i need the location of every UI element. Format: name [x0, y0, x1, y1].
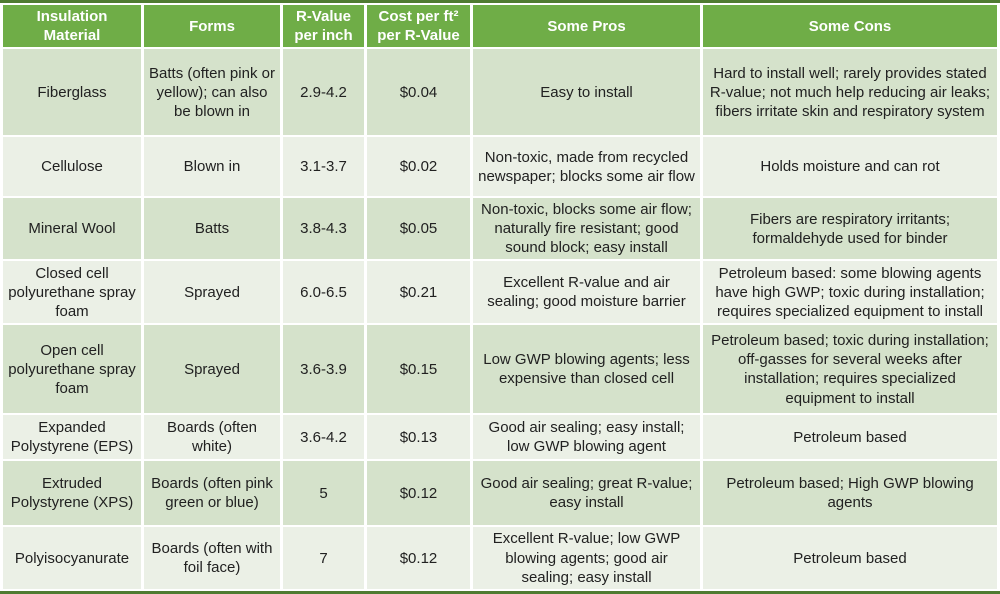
cell-cons: Fibers are respiratory irritants; formal… [703, 198, 997, 260]
cell-r-value-per-inch: 3.1-3.7 [283, 137, 364, 197]
cell-insulation-material: Cellulose [3, 137, 141, 197]
cell-forms: Boards (often pink green or blue) [144, 461, 280, 526]
table-row: Mineral Wool Batts 3.8-4.3 $0.05 Non-tox… [3, 198, 997, 260]
cell-pros: Low GWP blowing agents; less expensive t… [473, 325, 700, 414]
cell-cons: Petroleum based; High GWP blowing agents [703, 461, 997, 526]
table-row: Closed cell polyurethane spray foam Spra… [3, 261, 997, 324]
cell-forms: Sprayed [144, 261, 280, 324]
cell-r-value-per-inch: 3.8-4.3 [283, 198, 364, 260]
cell-cost-per-ft2: $0.12 [367, 527, 470, 589]
cell-pros: Good air sealing; great R-value; easy in… [473, 461, 700, 526]
column-header-forms: Forms [144, 5, 280, 48]
cell-insulation-material: Mineral Wool [3, 198, 141, 260]
cell-cost-per-ft2: $0.12 [367, 461, 470, 526]
cell-pros: Non-toxic, blocks some air flow; natural… [473, 198, 700, 260]
cell-cons: Petroleum based [703, 527, 997, 589]
insulation-comparison-table: Insulation Material Forms R-Value per in… [0, 3, 1000, 590]
cell-pros: Easy to install [473, 49, 700, 136]
cell-cost-per-ft2: $0.02 [367, 137, 470, 197]
table-body: Fiberglass Batts (often pink or yellow);… [3, 49, 997, 589]
cell-forms: Boards (often white) [144, 415, 280, 460]
cell-forms: Sprayed [144, 325, 280, 414]
cell-cons: Petroleum based [703, 415, 997, 460]
cell-r-value-per-inch: 2.9-4.2 [283, 49, 364, 136]
cell-pros: Good air sealing; easy install; low GWP … [473, 415, 700, 460]
cell-r-value-per-inch: 6.0-6.5 [283, 261, 364, 324]
table-row: Polyisocyanurate Boards (often with foil… [3, 527, 997, 589]
cell-r-value-per-inch: 3.6-3.9 [283, 325, 364, 414]
cell-insulation-material: Open cell polyurethane spray foam [3, 325, 141, 414]
cell-forms: Blown in [144, 137, 280, 197]
cell-r-value-per-inch: 5 [283, 461, 364, 526]
cell-r-value-per-inch: 3.6-4.2 [283, 415, 364, 460]
table-row: Fiberglass Batts (often pink or yellow);… [3, 49, 997, 136]
cell-cost-per-ft2: $0.21 [367, 261, 470, 324]
table-header: Insulation Material Forms R-Value per in… [3, 5, 997, 48]
cell-insulation-material: Polyisocyanurate [3, 527, 141, 589]
cell-pros: Excellent R-value and air sealing; good … [473, 261, 700, 324]
column-header-r-value-per-inch: R-Value per inch [283, 5, 364, 48]
cell-pros: Non-toxic, made from recycled newspaper;… [473, 137, 700, 197]
table-row: Extruded Polystyrene (XPS) Boards (often… [3, 461, 997, 526]
column-header-some-pros: Some Pros [473, 5, 700, 48]
cell-r-value-per-inch: 7 [283, 527, 364, 589]
column-header-insulation-material: Insulation Material [3, 5, 141, 48]
cell-cons: Petroleum based; toxic during installati… [703, 325, 997, 414]
cell-insulation-material: Extruded Polystyrene (XPS) [3, 461, 141, 526]
cell-cost-per-ft2: $0.15 [367, 325, 470, 414]
table-row: Cellulose Blown in 3.1-3.7 $0.02 Non-tox… [3, 137, 997, 197]
cell-cons: Holds moisture and can rot [703, 137, 997, 197]
cell-insulation-material: Fiberglass [3, 49, 141, 136]
cell-forms: Batts [144, 198, 280, 260]
cell-insulation-material: Closed cell polyurethane spray foam [3, 261, 141, 324]
column-header-cost-per-ft2: Cost per ft² per R-Value [367, 5, 470, 48]
cell-cost-per-ft2: $0.13 [367, 415, 470, 460]
table-row: Open cell polyurethane spray foam Spraye… [3, 325, 997, 414]
cell-insulation-material: Expanded Polystyrene (EPS) [3, 415, 141, 460]
cell-cost-per-ft2: $0.05 [367, 198, 470, 260]
cell-forms: Batts (often pink or yellow); can also b… [144, 49, 280, 136]
cell-cons: Hard to install well; rarely provides st… [703, 49, 997, 136]
cell-pros: Excellent R-value; low GWP blowing agent… [473, 527, 700, 589]
cell-forms: Boards (often with foil face) [144, 527, 280, 589]
header-row: Insulation Material Forms R-Value per in… [3, 5, 997, 48]
cell-cost-per-ft2: $0.04 [367, 49, 470, 136]
table-row: Expanded Polystyrene (EPS) Boards (often… [3, 415, 997, 460]
column-header-some-cons: Some Cons [703, 5, 997, 48]
cell-cons: Petroleum based: some blowing agents hav… [703, 261, 997, 324]
